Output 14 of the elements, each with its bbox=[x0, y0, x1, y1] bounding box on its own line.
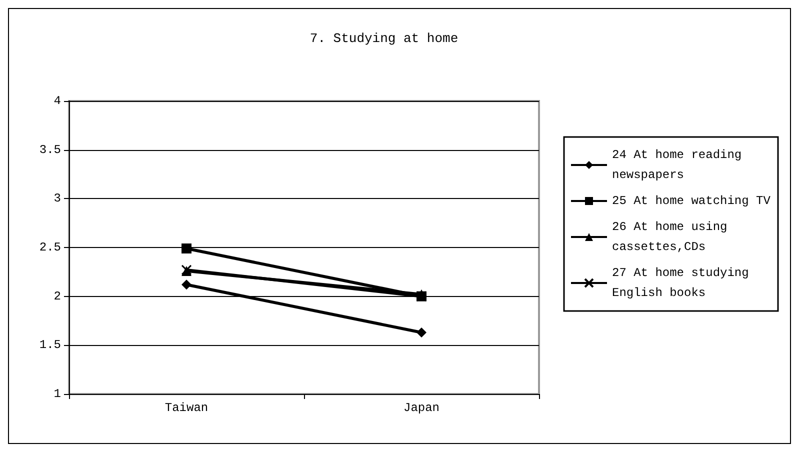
y-tick-label: 1 bbox=[54, 387, 61, 401]
legend-label: 27 At home studying English books bbox=[612, 266, 756, 300]
x-tick-label: Taiwan bbox=[164, 401, 208, 415]
chart-title: 7. Studying at home bbox=[310, 31, 458, 46]
y-tick-label: 1.5 bbox=[39, 338, 61, 352]
y-tick-label: 2.5 bbox=[39, 240, 61, 254]
y-tick-label: 2 bbox=[54, 289, 61, 304]
legend-label: 24 At home reading newspapers bbox=[612, 148, 749, 182]
y-tick-label: 4 bbox=[54, 94, 61, 108]
y-tick-label: 3.5 bbox=[39, 142, 61, 157]
legend-label: 25 At home watching TV bbox=[612, 194, 772, 208]
y-tick-label: 3 bbox=[54, 192, 61, 206]
x-tick-label: Japan bbox=[403, 401, 440, 415]
legend-label: 26 At home using cassettes,CDs bbox=[612, 220, 734, 254]
